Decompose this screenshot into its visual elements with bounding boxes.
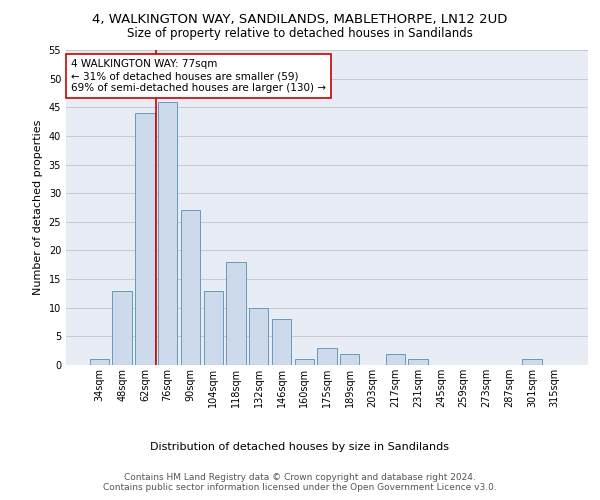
- Bar: [522, 360, 542, 365]
- Bar: [272, 319, 291, 365]
- Bar: [409, 360, 428, 365]
- Text: 4 WALKINGTON WAY: 77sqm
← 31% of detached houses are smaller (59)
69% of semi-de: 4 WALKINGTON WAY: 77sqm ← 31% of detache…: [71, 60, 326, 92]
- Bar: [295, 360, 314, 365]
- Y-axis label: Number of detached properties: Number of detached properties: [33, 120, 43, 295]
- Bar: [203, 290, 223, 365]
- Text: Distribution of detached houses by size in Sandilands: Distribution of detached houses by size …: [151, 442, 449, 452]
- Bar: [249, 308, 268, 365]
- Bar: [181, 210, 200, 365]
- Bar: [340, 354, 359, 365]
- Bar: [386, 354, 405, 365]
- Text: Contains public sector information licensed under the Open Government Licence v3: Contains public sector information licen…: [103, 484, 497, 492]
- Bar: [135, 113, 155, 365]
- Bar: [90, 360, 109, 365]
- Bar: [158, 102, 178, 365]
- Bar: [317, 348, 337, 365]
- Bar: [112, 290, 132, 365]
- Text: 4, WALKINGTON WAY, SANDILANDS, MABLETHORPE, LN12 2UD: 4, WALKINGTON WAY, SANDILANDS, MABLETHOR…: [92, 12, 508, 26]
- Text: Contains HM Land Registry data © Crown copyright and database right 2024.: Contains HM Land Registry data © Crown c…: [124, 472, 476, 482]
- Bar: [226, 262, 245, 365]
- Text: Size of property relative to detached houses in Sandilands: Size of property relative to detached ho…: [127, 28, 473, 40]
